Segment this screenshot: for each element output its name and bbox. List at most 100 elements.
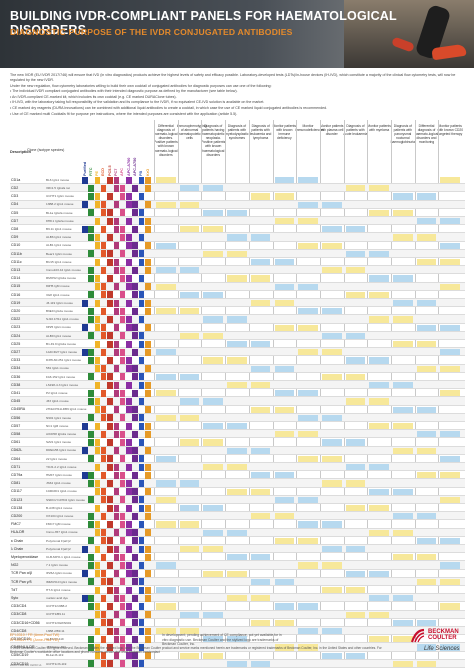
purpose-cell <box>227 275 247 282</box>
format-swatch <box>100 652 107 660</box>
purpose-cell <box>179 332 200 339</box>
purpose-header: Diagnosis of patients with myelodysplast… <box>225 124 249 141</box>
table-row: CD20 B9E9 IgG2a mouse <box>10 307 465 316</box>
clone-name: AICD58 IgG2a mouse <box>46 431 77 436</box>
purpose-cell <box>369 636 389 643</box>
purpose-cell <box>416 341 437 348</box>
purpose-cell <box>369 382 389 389</box>
format-swatch <box>100 373 107 381</box>
runner-photo <box>344 0 474 68</box>
antibody-name: CD3/CD8 <box>11 612 27 617</box>
format-swatch <box>145 266 151 274</box>
format-swatch <box>88 635 94 643</box>
table-row: CD123 SSDCLY107D2 IgG1 mouse <box>10 495 465 504</box>
purpose-cell <box>227 529 247 536</box>
purpose-cell <box>416 406 437 413</box>
format-swatch <box>100 348 107 356</box>
format-swatch <box>107 422 113 430</box>
format-swatch <box>145 340 151 348</box>
format-swatch <box>138 463 145 471</box>
table-row: CD81 JS64 IgG1 mouse <box>10 479 465 488</box>
format-swatch <box>100 332 107 340</box>
format-swatch <box>119 397 126 405</box>
purpose-cell <box>345 505 366 512</box>
format-swatch <box>138 233 145 241</box>
purpose-cell <box>369 275 389 282</box>
format-swatch <box>113 652 120 660</box>
purpose-cell <box>440 242 461 249</box>
format-swatch <box>132 594 138 602</box>
format-swatch <box>126 611 132 619</box>
purpose-cell <box>416 234 437 241</box>
legal-text: © 2023 Beckman Coulter. All rights reser… <box>10 646 382 655</box>
purpose-cell <box>345 546 366 553</box>
format-swatch <box>126 586 132 594</box>
format-swatch <box>145 299 151 307</box>
purpose-cell <box>179 226 200 233</box>
format-swatch <box>145 504 151 512</box>
format-swatch <box>94 258 101 266</box>
format-swatch <box>119 225 126 233</box>
purpose-cell <box>369 570 389 577</box>
purpose-cell <box>156 603 176 610</box>
format-swatch <box>100 635 107 643</box>
format-swatch <box>126 356 132 364</box>
antibody-name: CD200 <box>11 513 23 518</box>
format-swatch <box>113 570 120 578</box>
purpose-cell <box>227 316 247 323</box>
format-swatch <box>100 430 107 438</box>
format-swatch <box>119 250 126 258</box>
format-swatch <box>100 619 107 627</box>
purpose-cell <box>440 218 461 225</box>
format-swatch <box>138 602 145 610</box>
column-divider <box>343 120 345 668</box>
purpose-cell <box>321 562 342 569</box>
purpose-cell <box>179 373 200 380</box>
column-divider <box>391 120 392 668</box>
format-swatch <box>119 619 126 627</box>
purpose-cell <box>440 603 461 610</box>
format-swatch <box>88 356 94 364</box>
purpose-cell <box>440 562 461 569</box>
format-swatch <box>100 242 107 250</box>
format-swatch <box>126 258 132 266</box>
table-row: CD14 RMO52 IgG2a mouse <box>10 274 465 283</box>
table-row: CD11b Bear1 IgG1 mouse <box>10 249 465 258</box>
format-swatch <box>107 627 113 635</box>
format-swatch <box>145 488 151 496</box>
format-swatch <box>100 266 107 274</box>
clone-name: SJ10.1H11 IgG1 mouse <box>46 317 79 322</box>
format-swatch <box>88 307 94 315</box>
format-swatch <box>94 283 101 291</box>
purpose-cell <box>393 406 413 413</box>
purpose-cell <box>416 578 437 585</box>
format-swatch <box>119 274 126 282</box>
antibody-name: CD79a <box>11 472 23 477</box>
antibody-name: CD64 <box>11 456 21 461</box>
purpose-cell <box>416 193 437 200</box>
clone-name: 7.1 IgG1 mouse <box>46 563 69 568</box>
antibody-name: CD16 <box>11 292 21 297</box>
purpose-cell <box>156 390 176 397</box>
format-header: APC <box>120 167 125 176</box>
format-swatch <box>138 258 145 266</box>
purpose-cell <box>227 660 247 667</box>
clone-name: DREG56 IgG1 mouse <box>46 448 77 453</box>
format-swatch <box>132 611 138 619</box>
purpose-cell <box>274 324 295 331</box>
purpose-cell <box>156 455 176 462</box>
antibody-name: CD45RA <box>11 407 26 412</box>
format-swatch <box>132 635 138 643</box>
antibody-name: CD15 <box>11 284 21 289</box>
format-swatch <box>132 389 138 397</box>
purpose-cell <box>393 300 413 307</box>
format-swatch <box>145 529 151 537</box>
format-swatch <box>138 397 145 405</box>
format-swatch <box>94 570 101 578</box>
format-swatch <box>132 291 138 299</box>
purpose-header: Diagnosis of patients with leukaemia and… <box>249 124 272 141</box>
format-swatch <box>132 209 138 217</box>
format-swatch <box>100 488 107 496</box>
purpose-cell <box>393 636 413 643</box>
format-swatch <box>119 537 126 545</box>
